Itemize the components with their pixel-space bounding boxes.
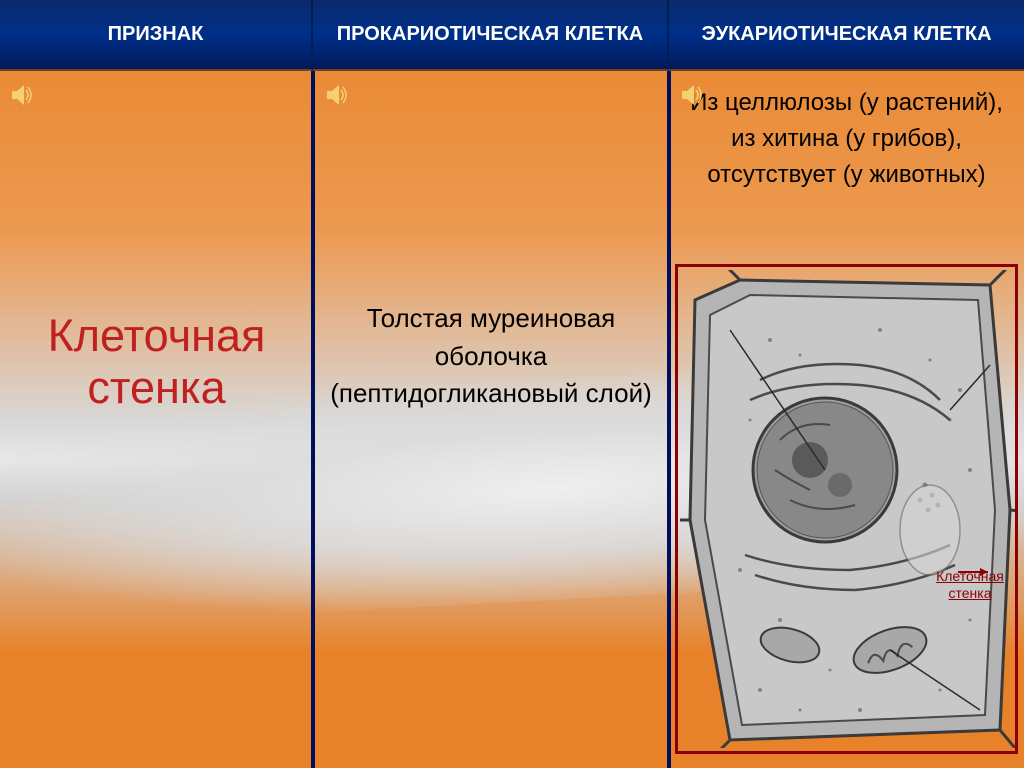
cell-image-frame [675, 264, 1018, 754]
column-divider [311, 71, 315, 768]
speaker-icon[interactable] [325, 82, 351, 113]
header-eukaryotic: ЭУКАРИОТИЧЕСКАЯ КЛЕТКА [669, 0, 1024, 71]
eukaryote-description: Из целлюлозы (у растений), из хитина (у … [669, 85, 1024, 193]
cell-wall-label: Клеточная стенка [920, 568, 1020, 602]
prokaryote-description: Толстая муреиновая оболочка (пептидоглик… [313, 300, 669, 413]
header-prokaryotic: ПРОКАРИОТИЧЕСКАЯ КЛЕТКА [313, 0, 669, 71]
column-prokaryotic [313, 71, 669, 768]
header-feature: ПРИЗНАК [0, 0, 313, 71]
column-feature [0, 71, 313, 768]
speaker-icon[interactable] [680, 82, 706, 113]
table-header-row: ПРИЗНАК ПРОКАРИОТИЧЕСКАЯ КЛЕТКА ЭУКАРИОТ… [0, 0, 1024, 71]
speaker-icon[interactable] [10, 82, 36, 113]
feature-title: Клеточная стенка [0, 310, 313, 414]
